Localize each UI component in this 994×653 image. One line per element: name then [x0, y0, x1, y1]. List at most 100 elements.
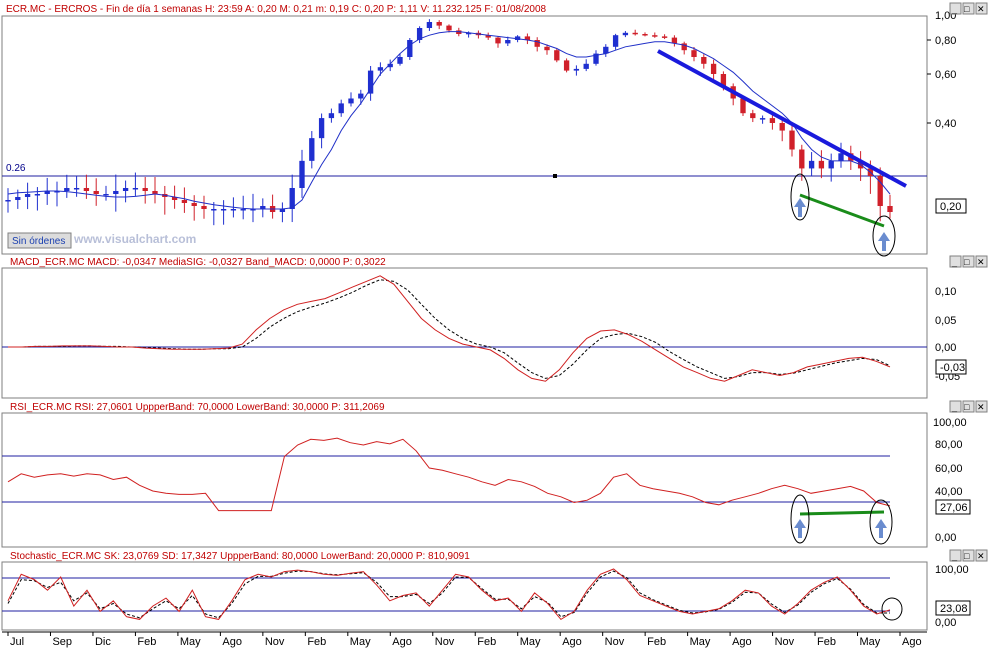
- candle-body: [338, 103, 344, 114]
- watermark: www.visualchart.com: [73, 232, 196, 246]
- x-tick-label: Feb: [647, 636, 666, 648]
- minimize-icon: _: [951, 257, 958, 267]
- close-button[interactable]: [975, 549, 988, 562]
- maximize-button[interactable]: [962, 255, 975, 268]
- maximize-button[interactable]: [962, 549, 975, 562]
- maximize-icon: □: [964, 4, 970, 14]
- price-value-box: [935, 198, 967, 214]
- candle-body: [593, 53, 599, 64]
- maximize-icon: □: [964, 402, 970, 412]
- y-tick-label: 60,00: [935, 463, 963, 475]
- candle-body: [34, 194, 41, 196]
- close-button[interactable]: [975, 400, 988, 413]
- y-tick-label: 0,00: [935, 617, 956, 629]
- candle-body: [113, 191, 119, 194]
- candle-body: [877, 176, 883, 206]
- maximize-button[interactable]: [962, 400, 975, 413]
- candle-body: [622, 32, 629, 36]
- candle-body: [720, 74, 727, 87]
- macd-panel-window-buttons: _ □ ✕: [949, 255, 988, 268]
- candle-body: [93, 191, 99, 194]
- macd-plot-area: [1, 267, 928, 399]
- candle-body: [220, 209, 227, 211]
- candle-body: [5, 200, 11, 202]
- minimize-button[interactable]: [949, 255, 962, 268]
- y-tick-label: 0,80: [935, 35, 956, 47]
- x-tick-label: Feb: [477, 636, 496, 648]
- minimize-button[interactable]: [949, 549, 962, 562]
- x-tick-label: Nov: [605, 636, 625, 648]
- up-arrow-icon: [875, 519, 887, 538]
- minimize-button[interactable]: [949, 400, 962, 413]
- candle-body: [64, 188, 70, 191]
- candle-body: [201, 206, 207, 209]
- candle-body: [426, 22, 433, 28]
- minimize-button[interactable]: [949, 2, 962, 15]
- macd-panel-title: MACD_ECR.MC MACD: -0,0347 MediaSIG: -0,0…: [10, 257, 386, 268]
- candle-body: [818, 160, 825, 169]
- stochastic-value-text: 23,08: [940, 603, 968, 615]
- price-low-ellipse-2: [872, 215, 896, 257]
- macd-signal-line: [8, 279, 891, 379]
- candle-body: [554, 50, 560, 61]
- candle-body: [328, 113, 335, 119]
- close-button[interactable]: [975, 2, 988, 15]
- close-icon: ✕: [977, 402, 985, 412]
- x-tick-label: Feb: [137, 636, 156, 648]
- x-tick-label: Feb: [307, 636, 326, 648]
- candle-body: [583, 63, 589, 69]
- candle-body: [416, 28, 423, 40]
- x-tick-label: Jul: [10, 636, 24, 648]
- y-tick-label: 0,10: [935, 286, 956, 298]
- candle-body: [701, 57, 707, 64]
- candle-body: [250, 209, 256, 211]
- candle-body: [573, 68, 580, 71]
- moving-average-line: [7, 31, 891, 210]
- rsi-value-text: 27,06: [940, 502, 968, 514]
- rsi-panel: RSI_ECR.MC RSI: 27,0601 UppperBand: 70,0…: [1, 400, 988, 548]
- y-tick-label: 100,00: [935, 564, 969, 576]
- y-tick-label: 0,40: [935, 118, 956, 130]
- candle-body: [769, 118, 776, 123]
- x-tick-label: Nov: [775, 636, 795, 648]
- sin-ordenes-button[interactable]: [7, 232, 72, 249]
- candle-body: [828, 160, 834, 169]
- candle-body: [808, 160, 815, 169]
- x-tick-label: Nov: [435, 636, 455, 648]
- candle-body: [485, 35, 491, 38]
- up-arrow-icon: [878, 232, 890, 251]
- x-tick-label: May: [520, 636, 541, 648]
- candle-body: [789, 130, 795, 150]
- stochastic-panel: Stochastic_ECR.MC SK: 23,0769 SD: 17,342…: [1, 549, 988, 631]
- candle-body: [799, 149, 805, 169]
- close-button[interactable]: [975, 255, 988, 268]
- candle-body: [740, 98, 746, 114]
- candle-body: [181, 200, 188, 203]
- candle-body: [563, 60, 570, 71]
- candle-body: [348, 98, 354, 104]
- rsi-plot-area: [1, 412, 928, 548]
- x-tick-label: May: [350, 636, 371, 648]
- macd-line: [8, 275, 891, 382]
- candle-body: [318, 118, 325, 139]
- maximize-button[interactable]: [962, 2, 975, 15]
- x-tick-label: Ago: [732, 636, 752, 648]
- x-tick-label: Ago: [222, 636, 242, 648]
- macd-value-box: [935, 359, 967, 375]
- minimize-icon: _: [951, 4, 958, 14]
- price-panel-title: ECR.MC - ERCROS - Fin de día 1 semanas H…: [6, 4, 547, 15]
- candle-body: [24, 194, 31, 197]
- x-tick-label: May: [690, 636, 711, 648]
- candle-body: [612, 35, 619, 47]
- candle-body: [54, 191, 60, 193]
- macd-panel: MACD_ECR.MC MACD: -0,0347 MediaSIG: -0,0…: [1, 255, 988, 399]
- close-icon: ✕: [977, 4, 985, 14]
- candle-body: [279, 209, 286, 212]
- candle-body: [260, 206, 266, 209]
- candle-body: [299, 160, 305, 188]
- candle-body: [446, 25, 452, 31]
- price-panel-window-buttons: _ □ ✕: [949, 2, 988, 15]
- candle-body: [642, 34, 648, 36]
- x-tick-label: Ago: [902, 636, 922, 648]
- stochastic-panel-title: Stochastic_ECR.MC SK: 23,0769 SD: 17,342…: [10, 551, 470, 562]
